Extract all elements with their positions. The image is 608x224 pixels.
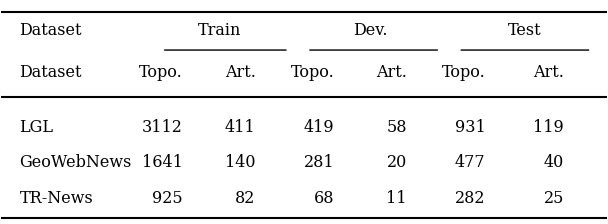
- Text: 1641: 1641: [142, 154, 183, 171]
- Text: 411: 411: [225, 119, 255, 136]
- Text: TR-News: TR-News: [19, 190, 93, 207]
- Text: 82: 82: [235, 190, 255, 207]
- Text: GeoWebNews: GeoWebNews: [19, 154, 132, 171]
- Text: Dataset: Dataset: [19, 22, 82, 39]
- Text: LGL: LGL: [19, 119, 54, 136]
- Text: 925: 925: [153, 190, 183, 207]
- Text: 282: 282: [455, 190, 486, 207]
- Text: 140: 140: [225, 154, 255, 171]
- Text: 477: 477: [455, 154, 486, 171]
- Text: 281: 281: [303, 154, 334, 171]
- Text: Dev.: Dev.: [353, 22, 388, 39]
- Text: Test: Test: [508, 22, 542, 39]
- Text: 11: 11: [387, 190, 407, 207]
- Text: 931: 931: [455, 119, 486, 136]
- Text: 119: 119: [533, 119, 564, 136]
- Text: Art.: Art.: [533, 64, 564, 81]
- Text: 25: 25: [544, 190, 564, 207]
- Text: Train: Train: [198, 22, 241, 39]
- Text: 68: 68: [314, 190, 334, 207]
- Text: Topo.: Topo.: [442, 64, 486, 81]
- Text: Art.: Art.: [225, 64, 255, 81]
- Text: Dataset: Dataset: [19, 64, 82, 81]
- Text: Art.: Art.: [376, 64, 407, 81]
- Text: 3112: 3112: [142, 119, 183, 136]
- Text: 419: 419: [303, 119, 334, 136]
- Text: Topo.: Topo.: [291, 64, 334, 81]
- Text: 58: 58: [387, 119, 407, 136]
- Text: Topo.: Topo.: [139, 64, 183, 81]
- Text: 40: 40: [544, 154, 564, 171]
- Text: 20: 20: [387, 154, 407, 171]
